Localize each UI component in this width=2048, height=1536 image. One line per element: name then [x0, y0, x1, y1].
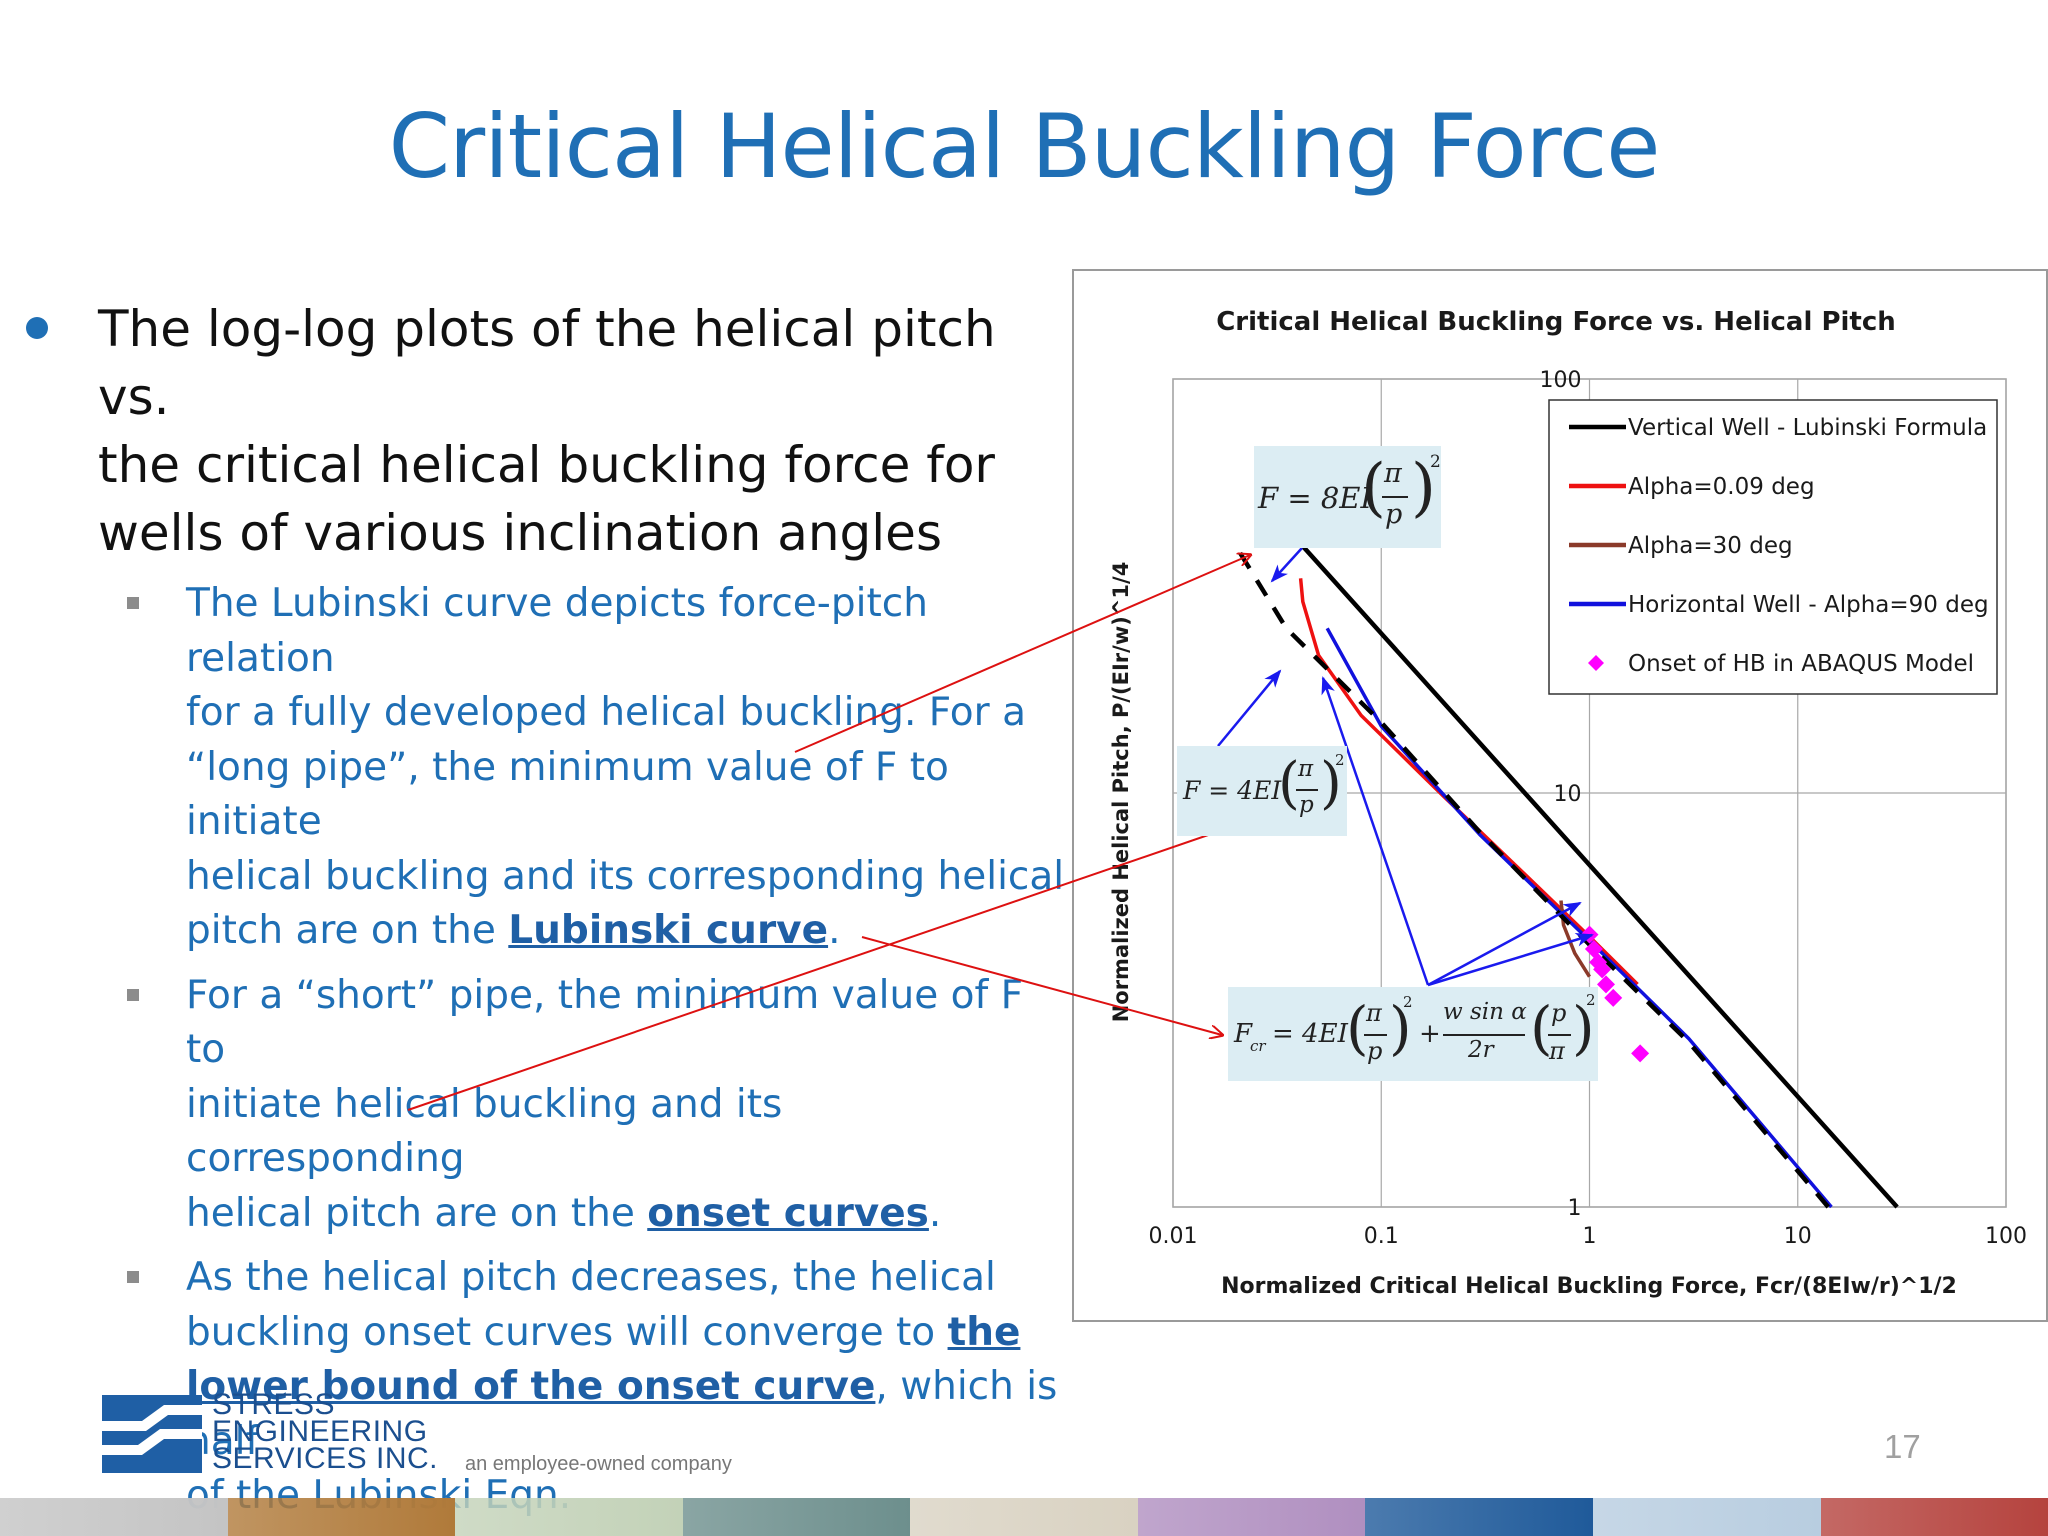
exponent: 2	[1403, 993, 1413, 1011]
sub-bullet-line: lower bound of the onset curve, which is…	[186, 1360, 1070, 1469]
sub-bullet-line: pitch are on the Lubinski curve.	[186, 904, 1070, 959]
main-bullet-line: wells of various inclination angles	[98, 504, 942, 562]
lubinski-curve-link: Lubinski curve	[508, 908, 829, 953]
paren-open: (	[1278, 751, 1300, 816]
color-bar-segment	[1592, 1498, 1821, 1536]
sub-bullet-line: The Lubinski curve depicts force-pitch r…	[186, 581, 928, 681]
square-bullet-icon	[127, 988, 139, 1001]
sub-bullet-text: .	[928, 1190, 942, 1236]
paren-close: )	[1320, 751, 1342, 816]
fraction-num: w sin α	[1443, 999, 1527, 1025]
formula-sub: cr	[1250, 1037, 1266, 1055]
fraction-den: p	[1385, 499, 1403, 530]
color-bar-segment	[0, 1498, 228, 1536]
formula-lower-bound: F = 4EI ( π p ) 2	[1177, 746, 1347, 836]
lower-bound-link: lower bound of the onset curve	[186, 1364, 876, 1409]
color-bar-segment	[1365, 1498, 1593, 1536]
formula-lhs: F	[1234, 1019, 1253, 1049]
paren-open: (	[1361, 451, 1386, 525]
text-content: The log-log plots of the helical pitch v…	[20, 295, 1070, 1524]
color-bar-segment	[455, 1498, 683, 1536]
paren-open: (	[1530, 994, 1553, 1062]
main-bullet: The log-log plots of the helical pitch v…	[20, 295, 1070, 567]
fraction-den: p	[1299, 792, 1314, 818]
logo-line: STRESS	[212, 1388, 336, 1421]
square-bullet-icon	[127, 1271, 139, 1283]
sub-bullet-text: helical pitch are on the	[186, 1190, 648, 1236]
formula-lhs: F = 8EI	[1258, 481, 1372, 515]
fraction-den: p	[1367, 1037, 1383, 1065]
logo-mark-icon	[102, 1395, 202, 1473]
fraction-bar	[1382, 496, 1408, 498]
formula-onset: F cr = 4EI ( π p ) 2 + w sin α 2r ( p π …	[1228, 987, 1598, 1081]
sub-bullet-line: For a “short” pipe, the minimum value of…	[186, 972, 1024, 1073]
main-bullet-line: the critical helical buckling force for	[98, 436, 995, 494]
onset-curves-link: onset curves	[647, 1190, 929, 1236]
logo-line: SERVICES INC.	[212, 1442, 439, 1475]
sub-bullet-text: pitch are on the	[186, 908, 509, 953]
color-bar-segment	[1820, 1498, 2048, 1536]
fraction-num: p	[1551, 999, 1567, 1027]
sub-bullet-line: for a fully developed helical buckling. …	[186, 690, 1026, 735]
color-bar-segment	[910, 1498, 1138, 1536]
sub-bullet-text: .	[828, 908, 841, 953]
sub-bullet-line: buckling onset curves will converge to t…	[186, 1306, 1070, 1361]
fraction-bar	[1296, 789, 1318, 791]
exponent: 2	[1335, 751, 1345, 769]
paren-open: (	[1346, 994, 1369, 1062]
paren-close: )	[1572, 994, 1595, 1062]
fraction-bar	[1443, 1034, 1525, 1036]
sub-bullet-line: As the helical pitch decreases, the heli…	[186, 1255, 996, 1300]
sub-bullet-line: helical buckling and its corresponding h…	[186, 853, 1065, 899]
paren-close: )	[1389, 994, 1412, 1062]
plus-sign: +	[1419, 1019, 1441, 1049]
sub-bullet-line: helical pitch are on the onset curves.	[186, 1187, 1070, 1242]
sub-bullet-short-pipe: For a “short” pipe, the minimum value of…	[20, 969, 1070, 1242]
sub-bullet-lubinski: The Lubinski curve depicts force-pitch r…	[20, 577, 1070, 959]
page-number: 17	[1884, 1428, 1921, 1465]
fraction-num: π	[1384, 458, 1402, 489]
formula-lhs: F = 4EI	[1183, 776, 1282, 805]
fraction-bar	[1364, 1034, 1387, 1036]
paren-close: )	[1411, 451, 1436, 525]
formula-lubinski: F = 8EI ( π p ) 2	[1254, 446, 1441, 548]
color-bar-segment	[682, 1498, 911, 1536]
decorative-color-bar	[0, 1498, 2048, 1536]
tagline: an employee-owned company	[465, 1453, 732, 1475]
logo-text: STRESS ENGINEERING SERVICES INC.	[212, 1388, 439, 1475]
fraction-bar	[1548, 1034, 1571, 1036]
sub-bullet-converge: As the helical pitch decreases, the heli…	[20, 1251, 1070, 1524]
logo-line: ENGINEERING	[212, 1415, 428, 1448]
fraction-num: π	[1366, 999, 1382, 1027]
exponent: 2	[1586, 991, 1596, 1009]
sub-bullet-line: “long pipe”, the minimum value of F to i…	[186, 744, 949, 845]
color-bar-segment	[1137, 1498, 1366, 1536]
sub-bullet-line: initiate helical buckling and its corres…	[186, 1081, 783, 1182]
bullet-dot-icon	[26, 317, 48, 339]
fraction-den: π	[1549, 1037, 1565, 1065]
main-bullet-line: The log-log plots of the helical pitch v…	[98, 300, 996, 426]
lower-bound-link: the	[947, 1309, 1021, 1355]
square-bullet-icon	[127, 597, 139, 609]
fraction-den: 2r	[1468, 1037, 1494, 1063]
fraction-num: π	[1298, 756, 1314, 782]
exponent: 2	[1430, 452, 1441, 472]
color-bar-segment	[227, 1498, 456, 1536]
page-title: Critical Helical Buckling Force	[388, 95, 1661, 198]
sub-bullet-text: buckling onset curves will converge to	[186, 1309, 948, 1355]
formula-mid: = 4EI	[1272, 1019, 1348, 1049]
